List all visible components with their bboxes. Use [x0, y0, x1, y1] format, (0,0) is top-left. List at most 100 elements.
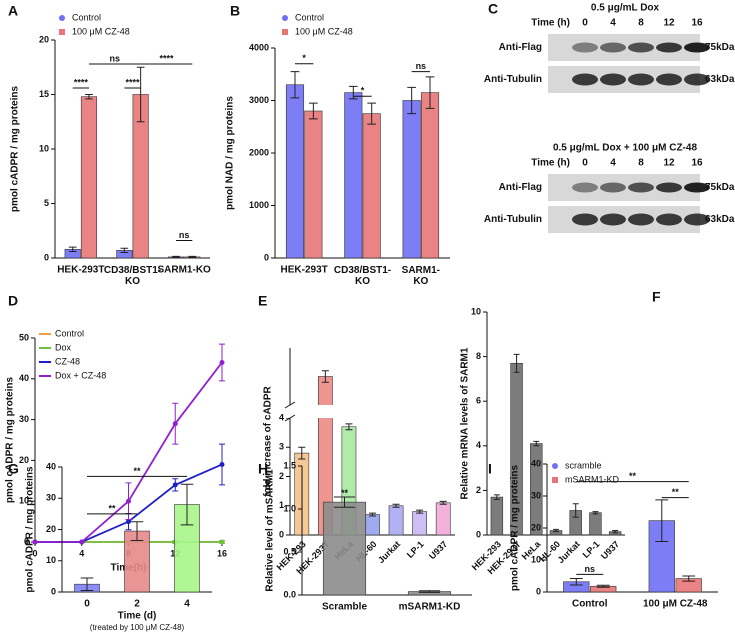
size-label: 63kDa	[705, 74, 735, 85]
x-tick-label: SARM1-KO	[157, 265, 211, 276]
point	[172, 482, 178, 488]
y-tick-label: 30	[46, 493, 56, 503]
bar	[362, 113, 381, 259]
panel-letter: F	[652, 289, 661, 305]
time-value: 16	[691, 158, 703, 169]
x-axis-note: (treated by 100 μM CZ-48)	[90, 623, 185, 632]
blot-band	[684, 182, 710, 193]
error-bar	[172, 255, 180, 258]
error-bar	[367, 102, 377, 125]
y-tick-label: 1	[279, 500, 284, 510]
y-tick-label: 15	[39, 89, 49, 99]
significance-label: ****	[74, 77, 89, 87]
legend-label: 100 μM CZ-48	[295, 26, 353, 36]
blot-title: 0.5 μg/mL Dox	[591, 3, 660, 14]
legend-label: Dox + CZ-48	[55, 370, 106, 380]
legend-label: Control	[55, 328, 84, 338]
y-tick-label: 10	[19, 496, 29, 506]
error-bar	[682, 575, 696, 582]
legend-label: CZ-48	[55, 356, 80, 366]
y-tick-label: 10	[531, 554, 541, 564]
x-tick-label: HEK-293T	[57, 265, 104, 276]
error-bar	[612, 530, 619, 534]
error-bar	[533, 440, 540, 447]
bar	[304, 110, 323, 259]
axis-break-mark	[284, 401, 296, 422]
error-bar	[407, 86, 417, 115]
blot-band	[600, 42, 626, 53]
error-bar	[572, 503, 579, 518]
y-tick-label: 40	[19, 373, 29, 383]
time-value: 0	[582, 18, 588, 29]
y-tick-label: 1.0	[283, 503, 296, 513]
legend-label: Dox	[55, 342, 72, 352]
x-tick-label: Control	[572, 599, 608, 610]
y-tick-label: 2	[279, 471, 284, 481]
y-tick-label: 0	[476, 529, 481, 539]
x-tick-label: mSARM1-KD	[399, 602, 461, 613]
significance-label: **	[108, 503, 116, 513]
axis-break	[284, 405, 455, 418]
size-label: 75kDa	[705, 42, 735, 53]
x-tick-label: 4	[184, 599, 190, 610]
x-tick-label: Jurkat	[556, 539, 582, 565]
significance-label: ****	[159, 53, 174, 63]
y-tick-label: 0	[536, 586, 541, 596]
y-tick-label: 0	[24, 536, 29, 546]
blot-band	[572, 182, 598, 193]
blot-band	[628, 73, 654, 86]
y-tick-label: 20	[46, 524, 56, 534]
row-label: Anti-Tubulin	[484, 74, 542, 85]
y-tick-label: 2	[476, 485, 481, 495]
y-axis-label: pmol cADPR / mg proteins	[510, 465, 521, 592]
y-tick-label: 40	[46, 461, 56, 471]
error-bar	[368, 512, 377, 517]
blot-band	[628, 213, 654, 226]
row-label: Anti-Tubulin	[484, 214, 542, 225]
y-tick-label: 4	[279, 412, 284, 422]
legend-swatch	[59, 15, 65, 21]
legend-swatch	[59, 29, 65, 35]
x-tick-label: CD38/BST1-KO	[334, 265, 391, 287]
y-tick-label: 0	[279, 529, 284, 539]
time-value: 4	[610, 158, 616, 169]
y-tick-label: 8	[476, 351, 481, 361]
y-tick-label: 3000	[249, 95, 269, 105]
error-bar	[569, 578, 583, 586]
blot-band	[684, 73, 710, 86]
x-axis-label: Time (d)	[118, 611, 157, 622]
legend-swatch	[552, 463, 558, 469]
error-bar	[188, 255, 197, 258]
bar	[344, 92, 363, 259]
point	[79, 539, 85, 545]
panel-letter: C	[488, 1, 498, 17]
significance-label: ns	[110, 53, 121, 63]
error-bar	[80, 577, 94, 591]
significance-label: ****	[125, 77, 140, 87]
blot-title: 0.5 μg/mL Dox + 100 μM CZ-48	[553, 143, 697, 154]
y-tick-label: 20	[39, 34, 49, 44]
bar	[388, 505, 404, 536]
error-bar	[439, 500, 447, 505]
bar	[322, 501, 367, 596]
x-tick-label: Jurkat	[376, 539, 402, 565]
x-tick-label: U937	[599, 539, 621, 561]
axis	[289, 348, 455, 536]
size-label: 75kDa	[705, 182, 735, 193]
error-bar	[493, 494, 500, 500]
x-tick-label: Scramble	[322, 602, 367, 613]
y-tick-label: 40	[531, 458, 541, 468]
point	[32, 539, 38, 545]
error-bar	[596, 584, 610, 588]
y-tick-label: 6	[476, 396, 481, 406]
panel-letter: I	[488, 461, 492, 477]
error-bar	[348, 85, 358, 100]
blot-band	[572, 42, 598, 53]
panel-letter: B	[230, 3, 240, 19]
blot-band	[572, 213, 598, 226]
error-bar	[592, 511, 599, 515]
error-bar	[553, 528, 559, 533]
point	[219, 539, 225, 545]
time-label: Time (h)	[531, 18, 570, 29]
